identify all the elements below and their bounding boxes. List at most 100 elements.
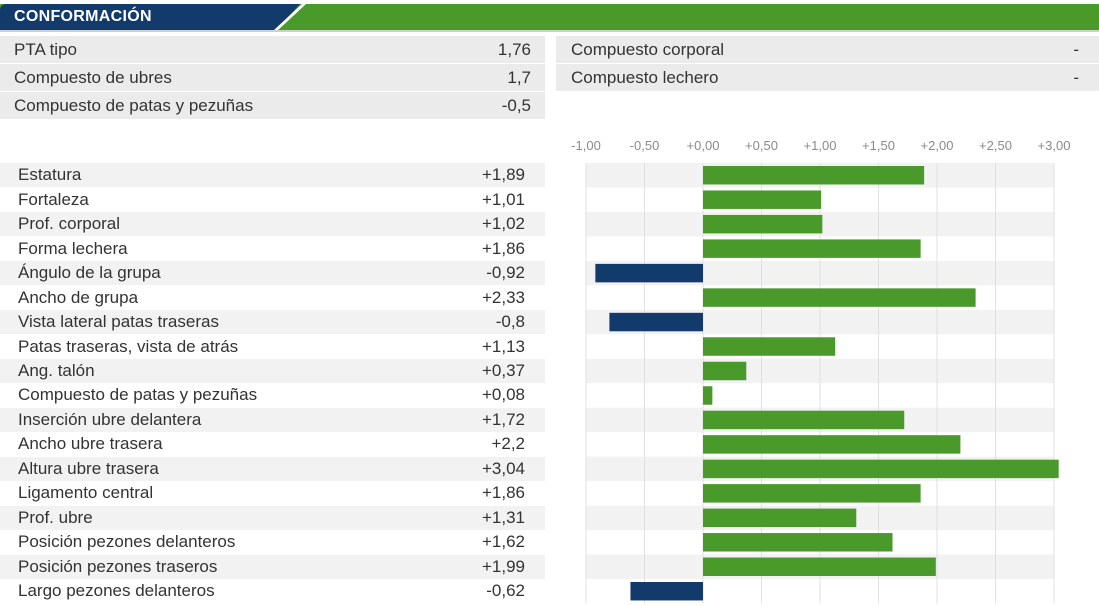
summary-label: PTA tipo <box>14 39 77 59</box>
summary-compuesto-corporal: Compuesto corporal - <box>556 36 1099 63</box>
trait-row: Compuesto de patas y pezuñas +0,08 <box>0 383 545 407</box>
trait-label: Posición pezones delanteros <box>18 532 236 552</box>
trait-row: Largo pezones delanteros -0,62 <box>0 579 545 603</box>
bar-16 <box>703 533 893 552</box>
summary-compuesto-lechero: Compuesto lechero - <box>556 64 1099 91</box>
trait-value: +1,86 <box>481 483 525 503</box>
trait-label: Forma lechera <box>18 238 128 258</box>
trait-bar-chart: -1,00 -0,50 +0,00 +0,50 +1,00 +1,50 +2,00 +2,50… <box>571 138 1071 604</box>
trait-list: Estatura +1,89 Fortaleza +1,01 Prof. corpora… <box>0 163 545 603</box>
header-divider <box>0 30 1099 32</box>
summary-label: Compuesto lechero <box>571 67 719 87</box>
bar-2 <box>703 190 822 209</box>
trait-row: Fortaleza +1,01 <box>0 187 545 211</box>
summary-value: 1,7 <box>507 67 531 87</box>
bar-11 <box>703 410 905 430</box>
trait-label: Altura ubre trasera <box>18 458 159 478</box>
trait-row: Forma lechera +1,86 <box>0 236 545 260</box>
trait-label: Ángulo de la grupa <box>18 263 161 283</box>
summary-label: Compuesto corporal <box>571 39 725 59</box>
trait-label: Compuesto de patas y pezuñas <box>18 385 258 405</box>
bar-3 <box>703 214 823 234</box>
section-title: CONFORMACIÓN <box>14 8 152 25</box>
trait-value: -0,62 <box>486 581 525 601</box>
summary-compuesto-ubres: Compuesto de ubres 1,7 <box>0 64 545 91</box>
trait-value: +1,62 <box>481 532 525 552</box>
trait-value: +0,37 <box>481 360 525 380</box>
x-tick-label: +2,00 <box>921 138 954 153</box>
bar-13 <box>703 459 1059 479</box>
trait-label: Posición pezones traseros <box>18 556 218 576</box>
trait-value: +1,99 <box>481 556 525 576</box>
trait-row: Ligamento central +1,86 <box>0 481 545 505</box>
trait-row: Ángulo de la grupa -0,92 <box>0 260 545 286</box>
trait-label: Inserción ubre delantera <box>18 409 202 429</box>
trait-row: Ancho de grupa +2,33 <box>0 285 545 309</box>
bar-7 <box>609 312 703 332</box>
bar-1 <box>703 166 925 185</box>
trait-value: +1,13 <box>481 336 525 356</box>
bar-17 <box>703 557 936 576</box>
trait-row: Vista lateral patas traseras -0,8 <box>0 309 545 335</box>
x-tick-label: +1,50 <box>862 138 895 153</box>
summary-label: Compuesto de ubres <box>14 67 172 87</box>
bar-18 <box>630 581 703 601</box>
trait-value: +1,86 <box>481 238 525 258</box>
trait-value: +1,01 <box>481 189 525 209</box>
x-tick-label: +1,00 <box>804 138 837 153</box>
trait-value: +0,08 <box>481 385 525 405</box>
x-tick-label: +2,50 <box>979 138 1012 153</box>
trait-row: Patas traseras, vista de atrás +1,13 <box>0 334 545 358</box>
trait-value: -0,92 <box>486 263 525 283</box>
trait-row: Estatura +1,89 <box>0 163 545 188</box>
summary-value: 1,76 <box>497 39 531 59</box>
trait-row: Posición pezones delanteros +1,62 <box>0 530 545 554</box>
trait-label: Ancho de grupa <box>18 287 139 307</box>
trait-label: Ang. talón <box>18 360 95 380</box>
bar-4 <box>703 239 921 258</box>
section-header: CONFORMACIÓN <box>0 0 1099 32</box>
bar-9 <box>703 361 747 381</box>
bar-8 <box>703 337 836 356</box>
trait-label: Vista lateral patas traseras <box>18 312 219 332</box>
trait-value: +2,2 <box>491 434 525 454</box>
bar-6 <box>703 288 976 307</box>
trait-row: Posición pezones traseros +1,99 <box>0 554 545 579</box>
trait-value: +1,72 <box>481 409 525 429</box>
trait-value: +3,04 <box>481 458 525 478</box>
bar-5 <box>595 263 703 283</box>
summary-pta-tipo: PTA tipo 1,76 <box>0 36 545 63</box>
x-tick-label: +3,00 <box>1038 138 1071 153</box>
trait-value: +1,02 <box>481 214 525 234</box>
trait-value: +2,33 <box>481 287 525 307</box>
header-blue-tab <box>0 4 300 30</box>
trait-row: Prof. corporal +1,02 <box>0 211 545 237</box>
summary-label: Compuesto de patas y pezuñas <box>14 95 254 115</box>
bar-15 <box>703 508 857 528</box>
trait-label: Estatura <box>18 165 82 185</box>
trait-label: Prof. corporal <box>18 214 121 234</box>
x-tick-label: +0,00 <box>687 138 720 153</box>
x-tick-label: -0,50 <box>630 138 660 153</box>
trait-label: Patas traseras, vista de atrás <box>18 336 239 356</box>
trait-label: Ligamento central <box>18 483 154 503</box>
trait-value: +1,31 <box>481 507 525 527</box>
trait-value: +1,89 <box>481 165 525 185</box>
summary-value: -0,5 <box>501 95 531 115</box>
trait-row: Inserción ubre delantera +1,72 <box>0 407 545 433</box>
trait-label: Prof. ubre <box>18 507 93 527</box>
bar-12 <box>703 435 961 454</box>
bar-14 <box>703 484 921 503</box>
trait-row: Ancho ubre trasera +2,2 <box>0 432 545 456</box>
summary-value: - <box>1073 39 1079 59</box>
x-tick-label: +0,50 <box>745 138 778 153</box>
trait-row: Altura ubre trasera +3,04 <box>0 456 545 482</box>
summary-value: - <box>1073 67 1079 87</box>
summary-compuesto-patas: Compuesto de patas y pezuñas -0,5 <box>0 92 545 119</box>
bar-10 <box>703 386 713 405</box>
trait-row: Prof. ubre +1,31 <box>0 505 545 531</box>
trait-label: Ancho ubre trasera <box>18 434 163 454</box>
trait-label: Fortaleza <box>18 189 89 209</box>
trait-value: -0,8 <box>495 312 525 332</box>
x-tick-label: -1,00 <box>571 138 601 153</box>
